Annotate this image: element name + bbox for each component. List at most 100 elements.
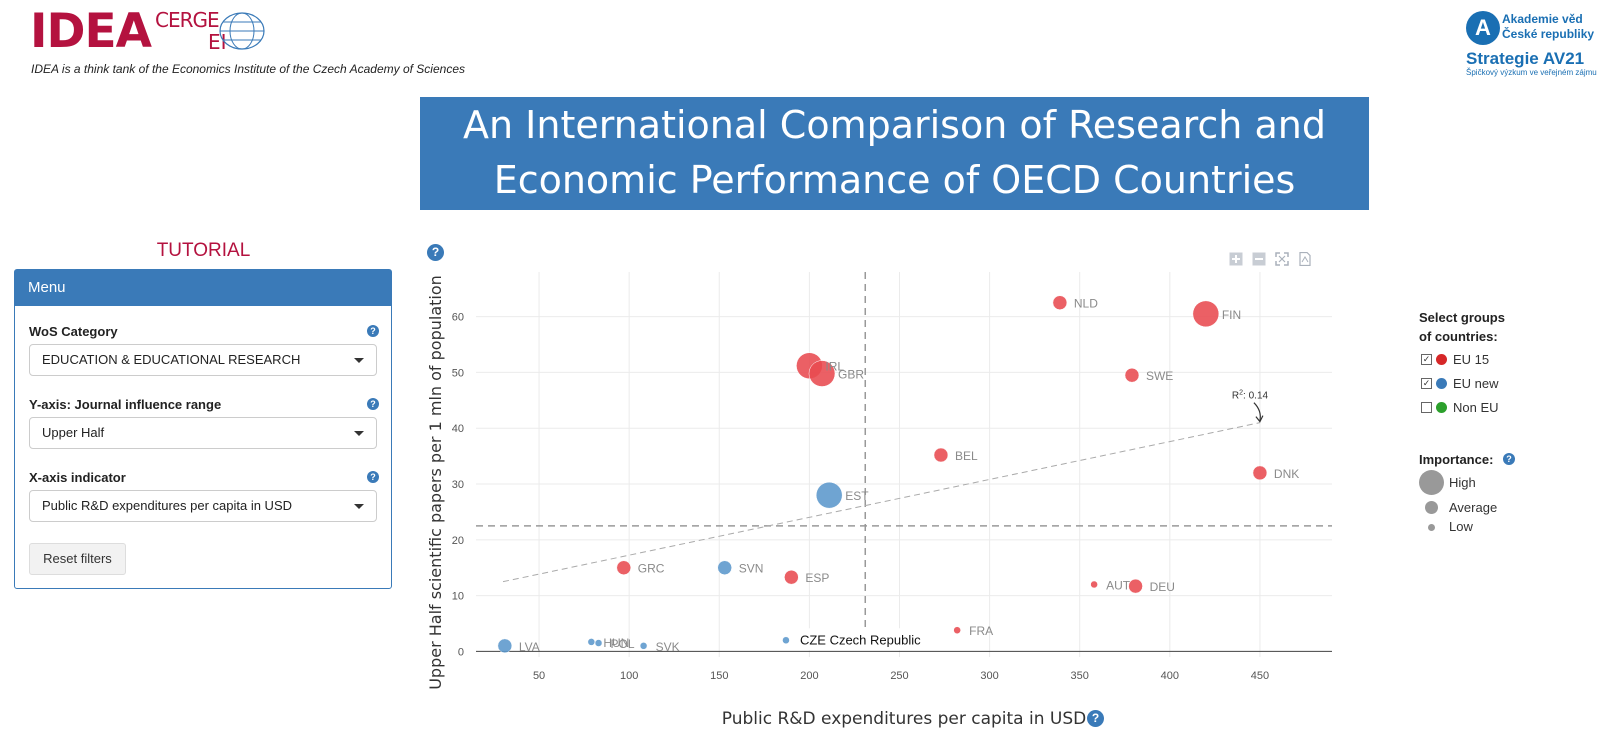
importance-low-label: Low (1449, 519, 1473, 534)
x-tick-label: 350 (1071, 670, 1089, 682)
importance-low-dot (1428, 524, 1435, 531)
y-tick-label: 10 (452, 591, 464, 603)
y-tick-label: 30 (452, 479, 464, 491)
eunew-label: EU new (1453, 376, 1499, 391)
point-label-dnk: DNK (1274, 467, 1299, 481)
point-label-nld: NLD (1074, 297, 1098, 311)
xaxis-help-icon[interactable]: ? (367, 471, 379, 483)
x-axis-title: Public R&D expenditures per capita in US… (722, 709, 1086, 729)
groups-title-line1: Select groups (1419, 310, 1505, 325)
data-point-hun[interactable] (587, 638, 596, 646)
page-title: An International Comparison of Research … (420, 97, 1369, 210)
xaxis-value: Public R&D expenditures per capita in US… (42, 498, 293, 513)
data-point-fra[interactable] (953, 626, 961, 634)
importance-average-dot (1425, 501, 1438, 514)
cerge-logo: CERGE (155, 8, 220, 32)
point-label-aut: AUT (1106, 578, 1131, 592)
wos-category-select[interactable]: EDUCATION & EDUCATIONAL RESEARCH (29, 344, 377, 376)
tooltip-box (791, 628, 924, 651)
data-point-deu[interactable] (1128, 578, 1143, 594)
tooltip-text: CZE Czech Republic (800, 632, 921, 647)
data-point-fin[interactable] (1192, 300, 1220, 328)
data-point-lva[interactable] (497, 638, 513, 654)
noneu-color-dot (1436, 402, 1447, 413)
importance-average-label: Average (1449, 500, 1498, 515)
reset-zoom-icon[interactable] (1275, 252, 1289, 266)
point-label-esp: ESP (805, 571, 829, 585)
data-point-svk[interactable] (639, 642, 648, 650)
x-tick-label: 100 (620, 670, 638, 682)
importance-help-icon[interactable]: ? (1503, 453, 1515, 465)
importance-high-dot (1419, 470, 1444, 495)
globe-icon (219, 12, 265, 50)
chevron-down-icon (354, 431, 364, 436)
yaxis-value: Upper Half (42, 425, 105, 440)
eunew-color-dot (1436, 378, 1447, 389)
xaxis-help-icon-chart[interactable]: ? (1087, 710, 1104, 727)
reset-filters-button[interactable]: Reset filters (29, 543, 126, 575)
point-label-svn: SVN (739, 562, 764, 576)
chart-help-icon[interactable]: ? (427, 244, 444, 261)
noneu-label: Non EU (1453, 400, 1499, 415)
eu15-color-dot (1436, 354, 1447, 365)
yaxis-select[interactable]: Upper Half (29, 417, 377, 449)
x-tick-label: 400 (1161, 670, 1179, 682)
chevron-down-icon (354, 358, 364, 363)
importance-high-label: High (1449, 475, 1476, 490)
point-label-bel: BEL (955, 449, 978, 463)
zoom-out-icon[interactable] (1252, 252, 1266, 266)
page-title-line2: Economic Performance of OECD Countries (493, 158, 1296, 202)
x-tick-label: 250 (890, 670, 908, 682)
point-label-deu: DEU (1150, 580, 1175, 594)
point-label-fin: FIN (1222, 308, 1241, 322)
data-point-grc[interactable] (616, 560, 632, 575)
point-label-hun: HUN (603, 636, 629, 650)
data-point-dnk[interactable] (1252, 465, 1268, 481)
eu15-label: EU 15 (1453, 352, 1490, 367)
yaxis-help-icon[interactable]: ? (367, 398, 379, 410)
academy-logo-icon: A (1466, 11, 1500, 45)
arrow-head (1255, 415, 1264, 423)
data-point-svn[interactable] (717, 560, 732, 575)
chevron-down-icon (354, 504, 364, 509)
point-label-est: EST (845, 489, 869, 503)
data-point-pol[interactable] (594, 639, 603, 647)
yaxis-label: Y-axis: Journal influence range (29, 397, 222, 412)
export-pdf-icon[interactable] (1299, 252, 1311, 266)
idea-tagline: IDEA is a think tank of the Economics In… (31, 62, 465, 76)
tutorial-link[interactable]: TUTORIAL (156, 240, 251, 261)
y-tick-label: 60 (452, 312, 464, 324)
zoom-in-icon[interactable] (1229, 252, 1243, 266)
data-point-nld[interactable] (1052, 295, 1068, 310)
strategy-title: Strategie AV21 (1466, 49, 1585, 68)
eunew-checkbox[interactable]: ✓ (1421, 378, 1432, 389)
data-point-gbr[interactable] (808, 360, 836, 387)
y-tick-label: 0 (458, 646, 464, 658)
point-label-fra: FRA (969, 624, 993, 638)
xaxis-select[interactable]: Public R&D expenditures per capita in US… (29, 490, 377, 522)
data-point-aut[interactable] (1090, 580, 1098, 589)
x-tick-label: 150 (710, 670, 728, 682)
x-tick-label: 300 (980, 670, 998, 682)
idea-logo: IDEA (30, 4, 152, 59)
trend-line (502, 422, 1261, 583)
y-tick-label: 20 (452, 535, 464, 547)
eu15-checkbox[interactable]: ✓ (1421, 354, 1432, 365)
point-label-grc: GRC (638, 562, 665, 576)
data-point-swe[interactable] (1124, 367, 1140, 383)
point-label-gbr: GBR (838, 368, 864, 382)
point-label-irl: IRL (825, 360, 844, 374)
noneu-checkbox[interactable] (1421, 402, 1432, 413)
data-point-est[interactable] (815, 481, 843, 509)
wos-help-icon[interactable]: ? (367, 325, 379, 337)
data-point-esp[interactable] (784, 569, 799, 585)
x-tick-label: 50 (533, 670, 545, 682)
menu-header: Menu (15, 270, 391, 306)
r-squared-label: R2: 0.14 (1232, 390, 1269, 402)
data-point-bel[interactable] (933, 447, 949, 463)
r-squared-arrow (1253, 402, 1261, 421)
data-point-cze[interactable] (782, 636, 790, 645)
wos-category-value: EDUCATION & EDUCATIONAL RESEARCH (42, 352, 301, 367)
x-tick-label: 450 (1251, 670, 1269, 682)
